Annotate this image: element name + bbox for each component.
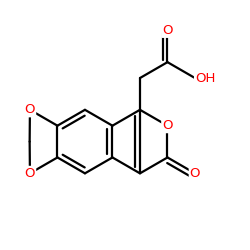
- Text: O: O: [25, 167, 35, 180]
- Text: O: O: [25, 103, 35, 116]
- Text: O: O: [190, 167, 200, 180]
- Text: OH: OH: [195, 72, 215, 85]
- Text: O: O: [162, 119, 173, 132]
- Text: O: O: [162, 24, 173, 37]
